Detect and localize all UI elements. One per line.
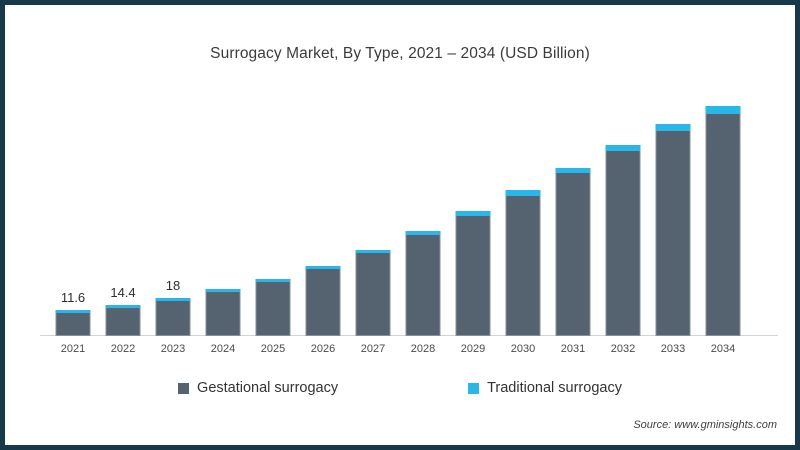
bar-column[interactable]: [455, 211, 491, 336]
bar-slot: 18 2023: [148, 90, 198, 355]
bar-column[interactable]: 18: [155, 278, 191, 336]
legend-item-gestational[interactable]: Gestational surrogacy: [178, 380, 338, 396]
bar-column[interactable]: 14.4: [105, 285, 141, 336]
x-axis-tick-label: 2023: [160, 343, 186, 355]
bar-segment-traditional[interactable]: [505, 190, 541, 196]
chart-title: Surrogacy Market, By Type, 2021 – 2034 (…: [210, 45, 590, 62]
bar-segment-traditional[interactable]: [705, 106, 741, 114]
x-axis-tick-label: 2031: [560, 343, 586, 355]
x-axis-tick-label: 2027: [360, 343, 386, 355]
bar-segment-traditional[interactable]: [655, 123, 691, 131]
bar-segment-traditional[interactable]: [455, 211, 491, 217]
bar-column[interactable]: [705, 106, 741, 336]
bar-slot: 11.6 2021: [48, 90, 98, 355]
square-swatch-icon: [178, 382, 190, 394]
bar-segment-traditional[interactable]: [205, 289, 241, 293]
bar-segment-gestational[interactable]: [205, 292, 241, 336]
x-axis-tick-label: 2033: [660, 343, 686, 355]
bar-column[interactable]: [205, 289, 241, 336]
bar-segment-gestational[interactable]: [255, 281, 291, 336]
legend-label: Traditional surrogacy: [487, 380, 622, 396]
bar-segment-gestational[interactable]: [505, 195, 541, 336]
bar-slot: 2033: [648, 90, 698, 355]
bar-segment-gestational[interactable]: [455, 216, 491, 336]
bar-segment-traditional[interactable]: [605, 144, 641, 152]
bar-segment-traditional[interactable]: [355, 249, 391, 253]
bar-column[interactable]: [605, 144, 641, 336]
bar-slot: 2024: [198, 90, 248, 355]
bar-segment-gestational[interactable]: [555, 173, 591, 336]
x-axis-tick-label: 2029: [460, 343, 486, 355]
x-axis-tick-label: 2025: [260, 343, 286, 355]
bar-segment-traditional[interactable]: [555, 167, 591, 174]
square-swatch-icon: [468, 382, 480, 394]
x-axis-tick-label: 2032: [610, 343, 636, 355]
x-axis-tick-label: 2034: [710, 343, 736, 355]
bar-segment-traditional[interactable]: [305, 265, 341, 269]
bar-column[interactable]: [255, 278, 291, 336]
bar-value-label: 11.6: [60, 290, 86, 306]
bar-column[interactable]: [305, 265, 341, 336]
bar-segment-gestational[interactable]: [605, 151, 641, 336]
bar-segment-traditional[interactable]: [155, 297, 191, 301]
bar-slot: 2029: [448, 90, 498, 355]
x-axis-tick-label: 2030: [510, 343, 536, 355]
bar-column[interactable]: [405, 231, 441, 336]
bar-slot: 2034: [698, 90, 748, 355]
bar-segment-traditional[interactable]: [255, 278, 291, 282]
bar-segment-gestational[interactable]: [55, 313, 91, 336]
bar-column[interactable]: [505, 190, 541, 336]
bar-slot: 2030: [498, 90, 548, 355]
bar-slot: 2028: [398, 90, 448, 355]
legend-item-traditional[interactable]: Traditional surrogacy: [468, 380, 622, 396]
bar-slot: 2031: [548, 90, 598, 355]
x-axis-tick-label: 2026: [310, 343, 336, 355]
bar-slot: 2032: [598, 90, 648, 355]
x-axis-tick-label: 2022: [110, 343, 136, 355]
bar-slot: 2027: [348, 90, 398, 355]
bar-segment-traditional[interactable]: [55, 310, 91, 314]
bar-value-label: 14.4: [110, 284, 136, 300]
bar-column[interactable]: 11.6: [55, 290, 91, 336]
x-axis-tick-label: 2021: [60, 343, 86, 355]
bar-segment-traditional[interactable]: [405, 231, 441, 236]
chart-canvas: Surrogacy Market, By Type, 2021 – 2034 (…: [5, 5, 795, 445]
bar-column[interactable]: [555, 167, 591, 336]
bar-segment-gestational[interactable]: [705, 113, 741, 336]
chart-legend: Gestational surrogacy Traditional surrog…: [5, 380, 795, 396]
bar-segment-gestational[interactable]: [355, 252, 391, 336]
bar-value-label: 18: [165, 277, 181, 293]
x-axis-tick-label: 2024: [210, 343, 236, 355]
bar-segment-gestational[interactable]: [405, 235, 441, 336]
bar-slot: 2025: [248, 90, 298, 355]
bar-segment-gestational[interactable]: [305, 268, 341, 336]
bar-column[interactable]: [355, 249, 391, 336]
bar-segment-gestational[interactable]: [105, 307, 141, 336]
plot-area: 11.6 2021 14.4 2022 18 2023 2024 2025 2026 2027 20…: [40, 90, 778, 355]
bar-slot: 14.4 2022: [98, 90, 148, 355]
bar-slot: 2026: [298, 90, 348, 355]
x-axis-tick-label: 2028: [410, 343, 436, 355]
bar-segment-gestational[interactable]: [655, 130, 691, 336]
legend-label: Gestational surrogacy: [197, 380, 339, 396]
bar-segment-gestational[interactable]: [155, 300, 191, 336]
bar-column[interactable]: [655, 123, 691, 336]
source-attribution: Source: www.gminsights.com: [633, 419, 777, 431]
bar-segment-traditional[interactable]: [105, 304, 141, 308]
